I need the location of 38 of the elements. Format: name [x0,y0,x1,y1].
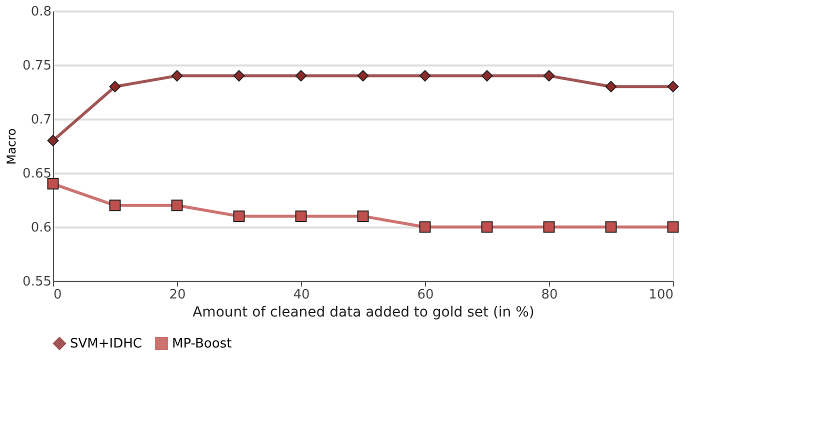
point [667,80,679,92]
y-tick-label: 0.55 [22,274,52,290]
point [47,178,59,190]
point [47,134,59,146]
x-tick-label: 80 [541,288,558,302]
point [667,221,679,233]
x-tick-label: 40 [293,288,310,302]
point [419,221,431,233]
y-tick-label: 0.65 [22,166,52,182]
point [419,70,431,82]
y-tick-label: 0.8 [30,4,52,20]
y-tick-label: 0.6 [30,220,52,236]
point [481,70,493,82]
point [543,221,555,233]
x-tick-label: 60 [417,288,434,302]
x-tick-label: 0 [54,288,62,302]
x-axis-title: Amount of cleaned data added to gold set (in %) [192,304,534,320]
point [605,80,617,92]
y-tick-label: 0.75 [22,58,52,74]
legend-label: SVM+IDHC [70,336,142,352]
point [481,221,493,233]
point [357,210,369,222]
y-tick-label: 0.7 [30,112,52,128]
point [171,200,183,212]
point [109,200,121,212]
point [233,70,245,82]
x-tick-label: 100 [648,288,674,302]
point [295,70,307,82]
legend-label: MP-Boost [172,336,232,352]
x-tick-label: 20 [169,288,186,302]
point [543,70,555,82]
point [605,221,617,233]
y-axis-title: Macro [4,128,19,165]
point [109,80,121,92]
point [295,210,307,222]
point [357,70,369,82]
point [233,210,245,222]
point [171,70,183,82]
